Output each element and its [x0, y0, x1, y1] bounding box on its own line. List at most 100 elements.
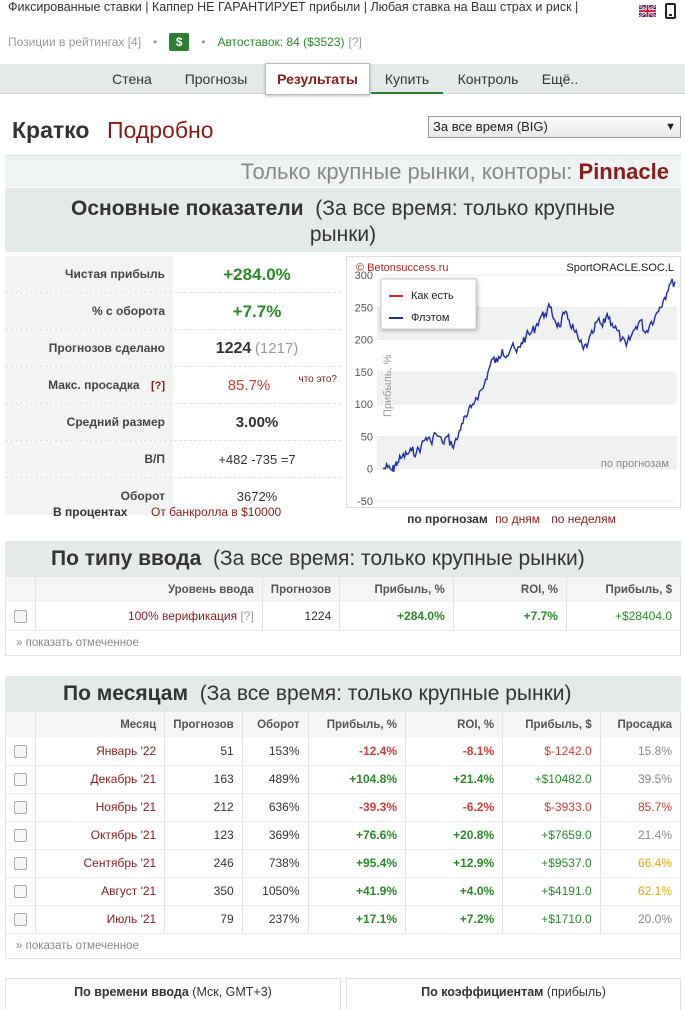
chart-by-bets[interactable]: по прогнозам: [407, 512, 488, 526]
cell-turnover: 369%: [242, 821, 309, 850]
cell-month[interactable]: Декабрь '21: [35, 765, 166, 794]
nav-control[interactable]: Контроль: [457, 71, 519, 87]
col-header[interactable]: Прогнозов: [164, 712, 243, 737]
ratings-link[interactable]: Позиции в рейтингах [4]: [8, 35, 142, 49]
cell-bets: 350: [164, 877, 243, 906]
level-hint[interactable]: [?]: [240, 608, 254, 623]
row-checkbox[interactable]: [14, 829, 28, 843]
stat-value-net-profit: +284.0%: [223, 265, 291, 284]
view-switcher: Кратко Подробно За все время (BIG) ▼: [0, 112, 685, 148]
cell-roi: +20.8%: [405, 821, 504, 850]
stat-label: Оборот: [5, 478, 173, 515]
cell-month[interactable]: Август '21: [35, 877, 166, 906]
level-link[interactable]: 100% верификация: [127, 608, 238, 623]
chevron-down-icon: ▼: [665, 121, 676, 133]
col-header[interactable]: Оборот: [242, 712, 309, 737]
col-header[interactable]: Прибыль, $: [566, 577, 680, 602]
dollar-badge[interactable]: $: [169, 33, 190, 51]
nav-wall[interactable]: Стена: [112, 71, 152, 87]
cell-profit-usd: $-3933.0: [502, 793, 601, 822]
cell-month[interactable]: Ноябрь '21: [35, 793, 166, 822]
cell-roi: -8.1%: [405, 737, 504, 766]
col-header[interactable]: ROI, %: [453, 577, 567, 602]
cell-profit-usd: $-1242.0: [502, 737, 601, 766]
nav-more[interactable]: Ещё..: [541, 71, 579, 87]
chart-watermark-left: © Betonsuccess.ru: [356, 262, 448, 274]
table-row: Август '21 350 1050% +41.9% +4.0% +$4191.0 62.…: [6, 877, 680, 906]
nav-results[interactable]: Результаты: [265, 63, 370, 95]
top-banner: Фиксированные ставки | Каппер НЕ ГАРАНТИ…: [0, 0, 685, 64]
chart-by-weeks[interactable]: по неделям: [551, 512, 616, 526]
table-row: Июль '21 79 237% +17.1% +7.2% +$1710.0 20.0%: [6, 905, 680, 934]
row-checkbox[interactable]: [14, 773, 28, 787]
chart-by-days[interactable]: по дням: [495, 512, 540, 526]
col-header[interactable]: Месяц: [35, 712, 166, 737]
profit-chart: 300 250 200 150 100 50 0 -50 © Betonsuccess.ru …: [346, 256, 681, 508]
row-checkbox[interactable]: [14, 885, 28, 899]
mode-percent[interactable]: В процентах: [53, 505, 128, 519]
row-checkbox[interactable]: [14, 744, 28, 758]
period-select[interactable]: За все время (BIG) ▼: [428, 116, 681, 138]
stat-row-win-loss: В/П +482 -735 =7: [5, 441, 341, 478]
cell-month[interactable]: Сентябрь '21: [35, 849, 166, 878]
col-header[interactable]: Уровень ввода: [35, 577, 263, 602]
table-row: Январь '22 51 153% -12.4% -8.1% $-1242.0 15.8%: [6, 737, 680, 766]
row-checkbox[interactable]: [14, 857, 28, 871]
autobets-hint[interactable]: [?]: [348, 35, 362, 49]
mode-bankroll[interactable]: От банкролла в $10000: [151, 505, 282, 519]
stat-value-roi: +7.7%: [232, 302, 282, 321]
col-header[interactable]: Прогнозов: [262, 577, 341, 602]
by-month-subtitle: (За все время: только крупные рынки): [199, 682, 572, 705]
table-header-row: Месяц Прогнозов Оборот Прибыль, % ROI, %…: [6, 712, 680, 737]
row-checkbox[interactable]: [14, 609, 28, 623]
table-row: 100% верификация [?] 1224 +284.0% +7.7% …: [6, 602, 680, 631]
stat-row-avg-stake: Средний размер 3.00%: [5, 404, 341, 441]
cell-month[interactable]: Январь '22: [35, 737, 166, 766]
cell-profit-pct: +41.9%: [308, 877, 407, 906]
col-header[interactable]: Прибыль, %: [339, 577, 454, 602]
row-checkbox[interactable]: [14, 913, 28, 927]
by-month-header: По месяцам (За все время: только крупные…: [5, 676, 681, 712]
nav-predictions[interactable]: Прогнозы: [184, 71, 248, 87]
stat-row-turnover: Оборот 3672%: [5, 478, 341, 515]
cell-roi: +21.4%: [405, 765, 504, 794]
chart-y-tick-label: 50: [361, 431, 373, 443]
cell-profit-usd: +$1710.0: [502, 905, 601, 934]
period-select-value: За все время (BIG): [433, 119, 548, 134]
by-time-note: (Мск, GMT+3): [192, 985, 272, 999]
main-nav: Стена Прогнозы Результаты Купить Контрол…: [0, 63, 685, 95]
cell-bets: 1224: [262, 602, 341, 631]
by-type-title: По типу ввода: [51, 547, 202, 570]
show-marked-link[interactable]: » показать отмеченное: [16, 636, 139, 649]
col-header[interactable]: Просадка: [600, 712, 680, 737]
stat-value-win-loss: +482 -735 =7: [218, 452, 296, 467]
col-header[interactable]: Прибыль, %: [308, 712, 407, 737]
cell-month[interactable]: Июль '21: [35, 905, 166, 934]
stat-row-roi: % с оборота +7.7%: [5, 293, 341, 330]
cell-bets: 212: [164, 793, 243, 822]
uk-flag-icon[interactable]: [639, 5, 656, 17]
drawdown-hint[interactable]: [?]: [150, 380, 165, 392]
row-checkbox[interactable]: [14, 801, 28, 815]
bookmaker-name[interactable]: Pinnacle: [578, 159, 669, 184]
chart-y-tick-label: 100: [355, 399, 373, 411]
stat-row-net-profit: Чистая прибыль +284.0%: [5, 256, 341, 293]
view-detailed-tab[interactable]: Подробно: [107, 117, 214, 143]
col-header[interactable]: Прибыль, $: [502, 712, 601, 737]
mobile-version-icon[interactable]: [665, 3, 676, 19]
col-header[interactable]: ROI, %: [405, 712, 504, 737]
what-is-this-link[interactable]: что это?: [298, 374, 338, 385]
nav-buy[interactable]: Купить: [371, 64, 443, 94]
chart-y-tick-label: -50: [357, 496, 373, 507]
cell-bets: 246: [164, 849, 243, 878]
cell-roi: +12.9%: [405, 849, 504, 878]
cell-bets: 51: [164, 737, 243, 766]
autobets-count[interactable]: Автоставок: 84 ($3523): [217, 35, 345, 49]
cell-roi: -6.2%: [405, 793, 504, 822]
cell-drawdown: 62.1%: [600, 877, 680, 906]
view-short-tab[interactable]: Кратко: [12, 117, 90, 143]
cell-month[interactable]: Октябрь '21: [35, 821, 166, 850]
show-marked-link[interactable]: » показать отмеченное: [16, 939, 139, 952]
table-header-row: Уровень ввода Прогнозов Прибыль, % ROI, …: [6, 577, 680, 602]
cell-profit-pct: -39.3%: [308, 793, 407, 822]
